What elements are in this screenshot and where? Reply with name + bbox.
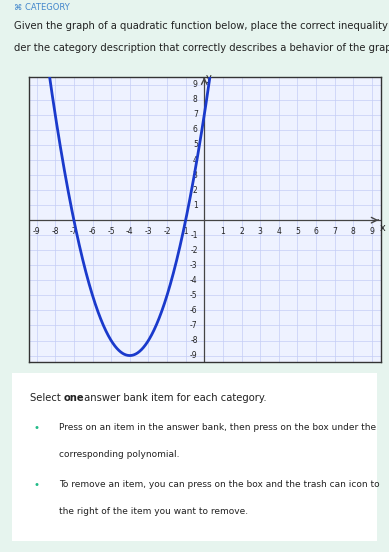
Text: der the category description that correctly describes a behavior of the graph.: der the category description that correc… [14, 43, 389, 53]
Text: 5: 5 [295, 227, 300, 236]
Text: 5: 5 [193, 140, 198, 150]
Text: Select: Select [30, 393, 64, 403]
Text: -5: -5 [190, 291, 198, 300]
Text: Given the graph of a quadratic function below, place the correct inequality un-: Given the graph of a quadratic function … [14, 21, 389, 31]
Text: -4: -4 [190, 276, 198, 285]
Text: -7: -7 [70, 227, 78, 236]
Text: 9: 9 [193, 80, 198, 89]
Text: 1: 1 [221, 227, 225, 236]
Text: -7: -7 [190, 321, 198, 330]
Text: 3: 3 [193, 171, 198, 179]
Text: corresponding polynomial.: corresponding polynomial. [59, 450, 180, 459]
Text: y: y [206, 73, 212, 83]
Text: 4: 4 [276, 227, 281, 236]
FancyBboxPatch shape [1, 371, 385, 544]
Text: 2: 2 [193, 185, 198, 195]
Text: ⌘ CATEGORY: ⌘ CATEGORY [14, 3, 69, 12]
Text: -2: -2 [190, 246, 198, 255]
Text: 1: 1 [193, 200, 198, 210]
Text: 7: 7 [193, 110, 198, 119]
Text: 6: 6 [314, 227, 319, 236]
Text: 2: 2 [239, 227, 244, 236]
Text: -8: -8 [190, 336, 198, 345]
Text: 8: 8 [193, 95, 198, 104]
Text: -1: -1 [190, 231, 198, 240]
Text: 8: 8 [351, 227, 356, 236]
Text: 4: 4 [193, 156, 198, 164]
Text: To remove an item, you can press on the box and the trash can icon to: To remove an item, you can press on the … [59, 480, 380, 490]
Text: -2: -2 [163, 227, 171, 236]
Text: -3: -3 [145, 227, 152, 236]
Text: -1: -1 [182, 227, 189, 236]
Text: answer bank item for each category.: answer bank item for each category. [81, 393, 267, 403]
Text: •: • [33, 480, 40, 490]
Text: 6: 6 [193, 125, 198, 135]
Text: -9: -9 [190, 351, 198, 360]
Text: -6: -6 [89, 227, 96, 236]
Text: 9: 9 [370, 227, 374, 236]
Text: -5: -5 [107, 227, 115, 236]
Text: x: x [379, 224, 385, 233]
Text: -3: -3 [190, 261, 198, 270]
Text: Press on an item in the answer bank, then press on the box under the: Press on an item in the answer bank, the… [59, 423, 376, 432]
Text: -8: -8 [51, 227, 59, 236]
Text: •: • [33, 423, 40, 433]
Text: 7: 7 [332, 227, 337, 236]
Text: one: one [63, 393, 84, 403]
Text: 3: 3 [258, 227, 263, 236]
Text: -4: -4 [126, 227, 133, 236]
Text: -9: -9 [33, 227, 40, 236]
Text: -6: -6 [190, 306, 198, 315]
Text: the right of the item you want to remove.: the right of the item you want to remove… [59, 507, 248, 516]
